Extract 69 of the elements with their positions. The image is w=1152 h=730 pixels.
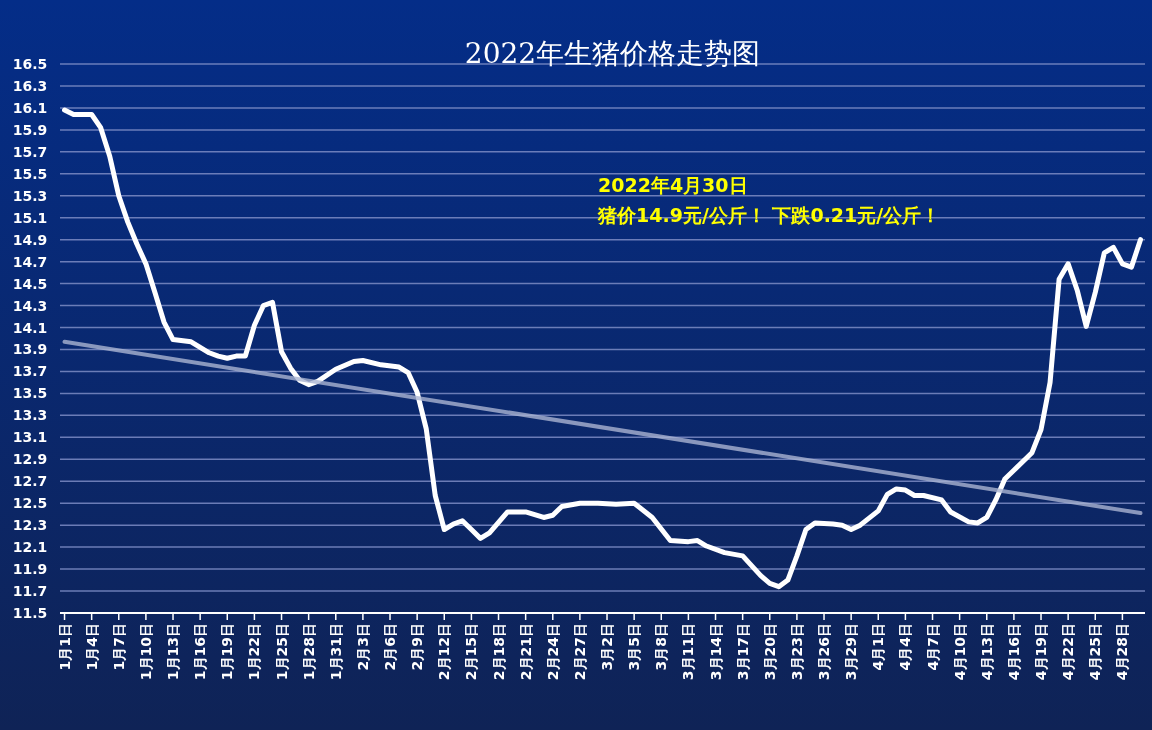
y-tick-label: 15.9 xyxy=(12,121,48,138)
x-tick-label: 3月23日 xyxy=(788,623,805,681)
y-tick-label: 14.3 xyxy=(12,297,48,314)
y-tick-label: 15.1 xyxy=(12,209,48,226)
x-tick-label: 2月21日 xyxy=(517,623,534,681)
y-tick-label: 13.5 xyxy=(12,385,48,402)
x-tick-label: 4月19日 xyxy=(1033,623,1050,681)
x-tick-label: 3月20日 xyxy=(761,623,778,681)
y-tick-label: 11.7 xyxy=(12,583,48,600)
x-tick-label: 3月17日 xyxy=(734,623,751,681)
y-tick-label: 12.7 xyxy=(12,473,48,490)
x-tick-label: 1月4日 xyxy=(83,623,100,671)
y-tick-label: 12.3 xyxy=(12,517,48,534)
x-tick-label: 2月3日 xyxy=(354,623,371,671)
x-tick-label: 2月27日 xyxy=(571,623,588,681)
x-tick-label: 4月7日 xyxy=(924,623,941,671)
x-tick-label: 1月13日 xyxy=(165,623,182,681)
x-tick-label: 3月26日 xyxy=(816,623,833,681)
x-tick-label: 1月1日 xyxy=(56,623,73,671)
y-tick-label: 13.3 xyxy=(12,407,48,424)
chart-title: 2022年生猪价格走势图 xyxy=(464,37,761,70)
x-tick-label: 1月22日 xyxy=(246,623,263,681)
x-tick-label: 4月10日 xyxy=(951,623,968,681)
x-tick-label: 3月5日 xyxy=(626,623,643,671)
annotation: 2022年4月30日 xyxy=(598,174,748,196)
x-tick-label: 1月16日 xyxy=(192,623,209,681)
y-tick-label: 13.9 xyxy=(12,341,48,358)
y-tick-label: 16.5 xyxy=(12,56,48,72)
y-tick-label: 12.9 xyxy=(12,451,48,468)
y-tick-label: 14.9 xyxy=(12,231,48,248)
x-tick-label: 4月13日 xyxy=(978,623,995,681)
y-tick-label: 11.5 xyxy=(12,605,48,621)
y-tick-label: 13.1 xyxy=(12,429,48,446)
y-tick-label: 12.1 xyxy=(12,539,48,556)
x-tick-label: 4月22日 xyxy=(1060,623,1077,681)
x-tick-label: 4月28日 xyxy=(1114,623,1131,681)
x-tick-label: 3月8日 xyxy=(653,623,670,671)
y-tick-label: 15.7 xyxy=(12,143,48,160)
y-tick-label: 12.5 xyxy=(12,495,48,512)
annotation: 猪价14.9元/公斤！ 下跌0.21元/公斤！ xyxy=(597,204,941,226)
x-tick-label: 2月9日 xyxy=(409,623,426,671)
y-tick-label: 14.7 xyxy=(12,253,48,270)
x-tick-label: 1月28日 xyxy=(300,623,317,681)
x-tick-label: 1月25日 xyxy=(273,623,290,681)
x-tick-label: 3月29日 xyxy=(843,623,860,681)
x-tick-label: 2月24日 xyxy=(544,623,561,681)
x-tick-label: 4月25日 xyxy=(1087,623,1104,681)
x-tick-label: 4月16日 xyxy=(1005,623,1022,681)
x-tick-label: 4月4日 xyxy=(897,623,914,671)
x-tick-label: 3月14日 xyxy=(707,623,724,681)
y-tick-label: 14.1 xyxy=(12,319,48,336)
x-tick-label: 1月31日 xyxy=(327,623,344,681)
y-tick-label: 13.7 xyxy=(12,363,48,380)
x-tick-label: 1月19日 xyxy=(219,623,236,681)
y-tick-label: 16.1 xyxy=(12,99,48,116)
x-tick-label: 3月2日 xyxy=(599,623,616,671)
x-tick-label: 2月18日 xyxy=(490,623,507,681)
x-tick-label: 1月10日 xyxy=(137,623,154,681)
x-tick-label: 1月7日 xyxy=(110,623,127,671)
y-tick-label: 15.5 xyxy=(12,165,48,182)
x-tick-label: 2月15日 xyxy=(463,623,480,681)
y-tick-label: 16.3 xyxy=(12,77,48,94)
x-tick-label: 3月11日 xyxy=(680,623,697,681)
x-tick-label: 4月1日 xyxy=(870,623,887,671)
y-tick-label: 11.9 xyxy=(12,561,48,578)
y-tick-label: 15.3 xyxy=(12,187,48,204)
x-tick-label: 2月6日 xyxy=(382,623,399,671)
x-tick-label: 2月12日 xyxy=(436,623,453,681)
y-tick-label: 14.5 xyxy=(12,275,48,292)
